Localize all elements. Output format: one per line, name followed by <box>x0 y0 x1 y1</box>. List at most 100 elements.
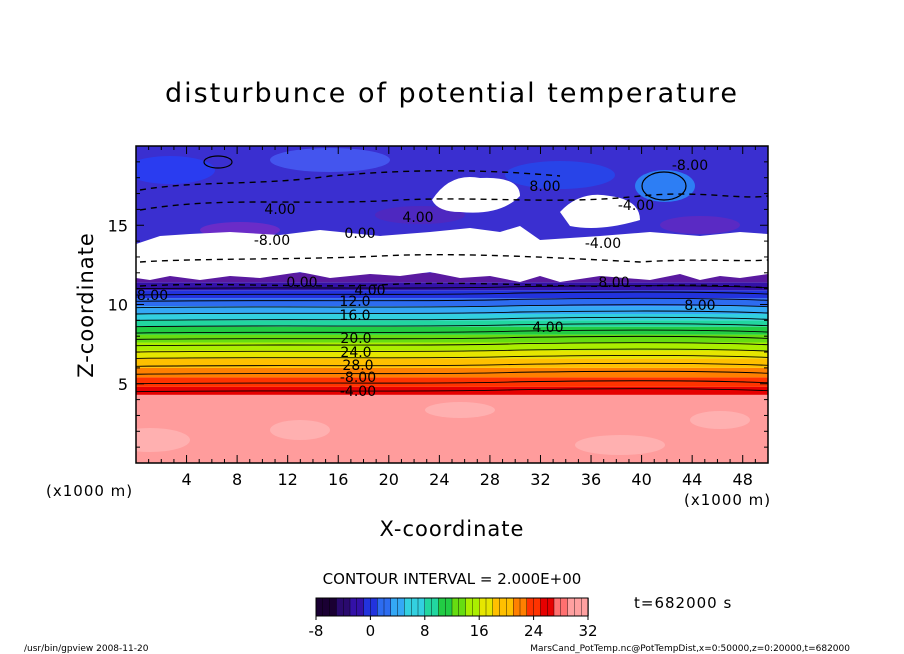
contour-label: 8.00 <box>598 275 629 291</box>
colorbar-cell <box>533 597 542 617</box>
x-tick-label: 40 <box>631 470 651 489</box>
field-band <box>136 350 768 359</box>
field-band <box>136 367 768 378</box>
colorbar-cell <box>492 597 501 617</box>
colorbar-cell <box>356 597 365 617</box>
plot-area: 4.008.00-8.004.000.00-4.000.00 4.0012.016… <box>132 146 768 463</box>
chart-title: disturbunce of potential temperature <box>165 78 739 109</box>
field-band <box>136 306 768 315</box>
colorbar-cell <box>424 597 433 617</box>
x-axis: 4 8 12 16 20 24 28 32 36 40 44 48 <box>148 146 756 489</box>
contour-label: 8.00 <box>684 298 715 314</box>
colorbar-cell <box>485 597 494 617</box>
field-band <box>136 298 768 307</box>
colorbar-cell <box>445 597 453 617</box>
colorbar-cell <box>581 597 589 617</box>
contour-line <box>136 310 768 315</box>
colorbar-cell <box>438 597 446 617</box>
contour-line-dashed <box>139 282 768 289</box>
colorbar-tick-label: 8 <box>420 622 430 640</box>
x-tick-label: 48 <box>733 470 753 489</box>
field-upper-blotch <box>505 161 615 189</box>
field-band <box>136 282 768 291</box>
colorbar-cell <box>329 597 338 617</box>
x-tick-label: 36 <box>581 470 601 489</box>
x-tick-label: 44 <box>682 470 702 489</box>
colorbar-cell <box>526 597 535 617</box>
contour-label: -8.00 <box>340 370 376 386</box>
colorbar-cell <box>560 597 569 617</box>
colorbar-tick-label: 16 <box>470 622 489 640</box>
x-tick-label: 24 <box>429 470 449 489</box>
contour-line <box>136 329 768 334</box>
field-white-cloud <box>560 194 640 228</box>
contour-line <box>136 354 768 359</box>
contour-label: 24.0 <box>340 345 371 361</box>
colorbar-cell <box>540 597 548 617</box>
field-blotch <box>136 428 190 452</box>
colorbar-cell <box>343 597 351 617</box>
field-upper-blotch <box>270 148 390 172</box>
x-tick-label: 8 <box>232 470 242 489</box>
contour-label: 0.00 <box>344 226 375 242</box>
contour-line <box>136 362 768 367</box>
contour-label: 8.00 <box>529 179 560 195</box>
colorbar-cell <box>458 597 467 617</box>
field-blotch <box>575 435 665 455</box>
colorbar-tick-label: 24 <box>524 622 543 640</box>
colorbar-frame <box>315 597 589 617</box>
colorbar-cell <box>553 597 562 617</box>
colorbar-cell <box>547 597 555 617</box>
field-band <box>136 320 768 327</box>
colorbar-cell <box>336 597 344 617</box>
colorbar-cell <box>349 597 358 617</box>
contour-label: 12.0 <box>339 294 370 310</box>
y-tick-label: 10 <box>108 296 128 315</box>
field-band <box>136 272 768 283</box>
colorbar-cell <box>404 597 412 617</box>
contour-line-dashed <box>139 170 561 191</box>
contour-label: -4.00 <box>340 384 376 400</box>
contour-label: -4.00 <box>618 198 654 214</box>
colorbar-cell <box>567 597 576 617</box>
contour-line <box>136 342 768 347</box>
contour-label: -8.00 <box>132 288 168 304</box>
colorbar-cell <box>417 597 426 617</box>
y-axis-unit: (x1000 m) <box>46 482 133 500</box>
contour-line <box>136 370 768 375</box>
field-band <box>136 342 768 351</box>
contour-line <box>136 335 768 340</box>
contour-line <box>136 380 768 385</box>
colorbar-cell <box>322 597 331 617</box>
field-blotch <box>425 402 495 418</box>
contour-label: -4.00 <box>585 236 621 252</box>
field-white-cloud <box>432 176 520 213</box>
colorbar-cell <box>315 597 324 617</box>
colorbar-cell <box>431 597 440 617</box>
colorbar-cell <box>383 597 392 617</box>
x-tick-label: 28 <box>480 470 500 489</box>
contour-label: -8.00 <box>254 233 290 249</box>
colorbar-tick-label: -8 <box>309 622 324 640</box>
contour-line <box>136 291 768 296</box>
contour-line <box>136 323 768 328</box>
colorbar-tick-label: 32 <box>578 622 597 640</box>
contour-label: 16.0 <box>339 308 370 324</box>
colorbar-cell <box>377 597 385 617</box>
contour-line-dashed <box>139 253 768 263</box>
contour-label: 28.0 <box>342 358 373 374</box>
colorbar-cell <box>574 597 582 617</box>
contour-label: 0.00 <box>286 275 317 291</box>
colorbar-tick-label: 0 <box>366 622 376 640</box>
x-axis-unit: (x1000 m) <box>684 491 771 509</box>
colorbar-cell <box>411 597 419 617</box>
field-upper-blotch <box>136 156 215 184</box>
contour-interval-text: CONTOUR INTERVAL = 2.000E+00 <box>323 570 582 588</box>
contour-label: 4.00 <box>402 210 433 226</box>
field-blotch <box>690 411 750 429</box>
x-tick-label: 32 <box>530 470 550 489</box>
y-axis-label: Z-coordinate <box>74 232 98 378</box>
contour-line <box>136 388 768 393</box>
x-axis-label: X-coordinate <box>380 517 525 541</box>
